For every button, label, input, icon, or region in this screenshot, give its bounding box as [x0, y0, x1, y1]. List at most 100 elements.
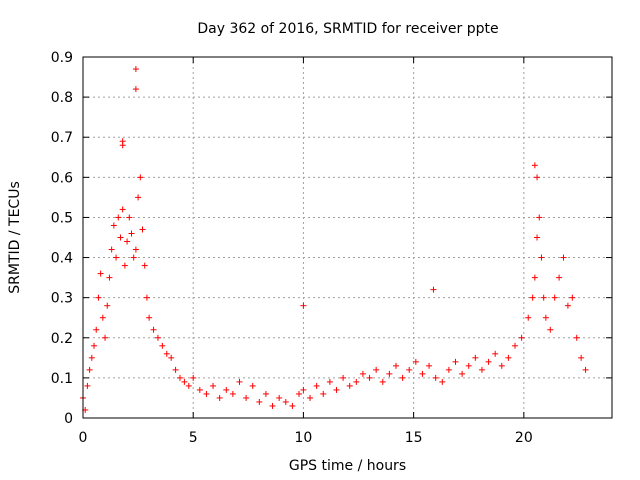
data-point: [126, 214, 133, 221]
x-tick-label: 10: [295, 430, 313, 446]
data-point: [181, 378, 188, 385]
data-point: [379, 378, 386, 385]
data-point: [262, 390, 269, 397]
data-point: [154, 334, 161, 341]
data-point: [256, 398, 263, 405]
data-point: [102, 334, 109, 341]
data-point: [124, 238, 131, 245]
data-point: [392, 362, 399, 369]
data-point: [132, 66, 139, 73]
data-point: [359, 370, 366, 377]
data-point: [333, 386, 340, 393]
data-point: [542, 314, 549, 321]
data-point: [203, 390, 210, 397]
data-point: [296, 390, 303, 397]
data-point: [130, 254, 137, 261]
y-tick-label: 0.9: [51, 50, 73, 66]
data-point: [210, 382, 217, 389]
data-point: [229, 390, 236, 397]
data-point: [498, 362, 505, 369]
data-point: [84, 382, 91, 389]
y-tick-label: 0.4: [51, 251, 73, 267]
data-point: [534, 234, 541, 241]
data-point: [139, 226, 146, 233]
data-point: [386, 370, 393, 377]
data-point: [518, 334, 525, 341]
data-point: [176, 374, 183, 381]
axis-ticks: [82, 56, 612, 419]
data-point: [406, 366, 413, 373]
data-point: [289, 402, 296, 409]
data-point: [313, 382, 320, 389]
data-point: [95, 294, 102, 301]
data-point: [159, 342, 166, 349]
y-tick-label: 0.8: [51, 90, 73, 106]
data-point: [536, 214, 543, 221]
data-point: [282, 398, 289, 405]
y-tick-label: 0.7: [51, 130, 73, 146]
data-point: [249, 382, 256, 389]
data-point: [505, 354, 512, 361]
data-point: [276, 394, 283, 401]
data-point: [104, 302, 111, 309]
data-point: [531, 162, 538, 169]
chart-title: Day 362 of 2016, SRMTID for receiver ppt…: [197, 21, 498, 37]
data-point: [307, 394, 314, 401]
data-point: [560, 254, 567, 261]
plot-frame: [82, 56, 613, 419]
data-point: [538, 254, 545, 261]
data-point: [300, 386, 307, 393]
data-point: [110, 222, 117, 229]
data-point: [163, 350, 170, 357]
data-point: [465, 362, 472, 369]
data-point: [106, 274, 113, 281]
data-point: [141, 262, 148, 269]
data-point: [399, 374, 406, 381]
data-point: [419, 370, 426, 377]
data-point: [326, 378, 333, 385]
data-point: [573, 334, 580, 341]
x-axis-label: GPS time / hours: [289, 458, 406, 474]
data-point: [91, 342, 98, 349]
x-tick-label: 5: [189, 430, 198, 446]
y-tick-label: 0.3: [51, 291, 73, 307]
data-point: [485, 358, 492, 365]
data-point: [439, 378, 446, 385]
data-point: [128, 230, 135, 237]
grid: [83, 57, 612, 418]
data-point: [582, 366, 589, 373]
x-tick-label: 0: [79, 430, 88, 446]
data-point: [135, 194, 142, 201]
data-point: [430, 286, 437, 293]
data-point: [551, 294, 558, 301]
data-point: [529, 294, 536, 301]
data-point: [353, 378, 360, 385]
data-points: [80, 66, 589, 413]
data-point: [150, 326, 157, 333]
data-point: [525, 314, 532, 321]
data-point: [540, 294, 547, 301]
data-point: [426, 362, 433, 369]
data-point: [119, 206, 126, 213]
data-point: [190, 374, 197, 381]
data-point: [412, 358, 419, 365]
y-tick-label: 0: [64, 411, 73, 427]
data-point: [300, 302, 307, 309]
data-point: [137, 174, 144, 181]
data-point: [86, 366, 93, 373]
data-point: [472, 354, 479, 361]
data-point: [492, 350, 499, 357]
data-point: [216, 394, 223, 401]
data-point: [113, 254, 120, 261]
data-point: [185, 382, 192, 389]
data-point: [196, 386, 203, 393]
data-point: [366, 374, 373, 381]
y-tick-label: 0.6: [51, 170, 73, 186]
data-point: [569, 294, 576, 301]
data-point: [445, 366, 452, 373]
data-point: [143, 294, 150, 301]
data-point: [117, 234, 124, 241]
data-point: [478, 366, 485, 373]
data-point: [168, 354, 175, 361]
